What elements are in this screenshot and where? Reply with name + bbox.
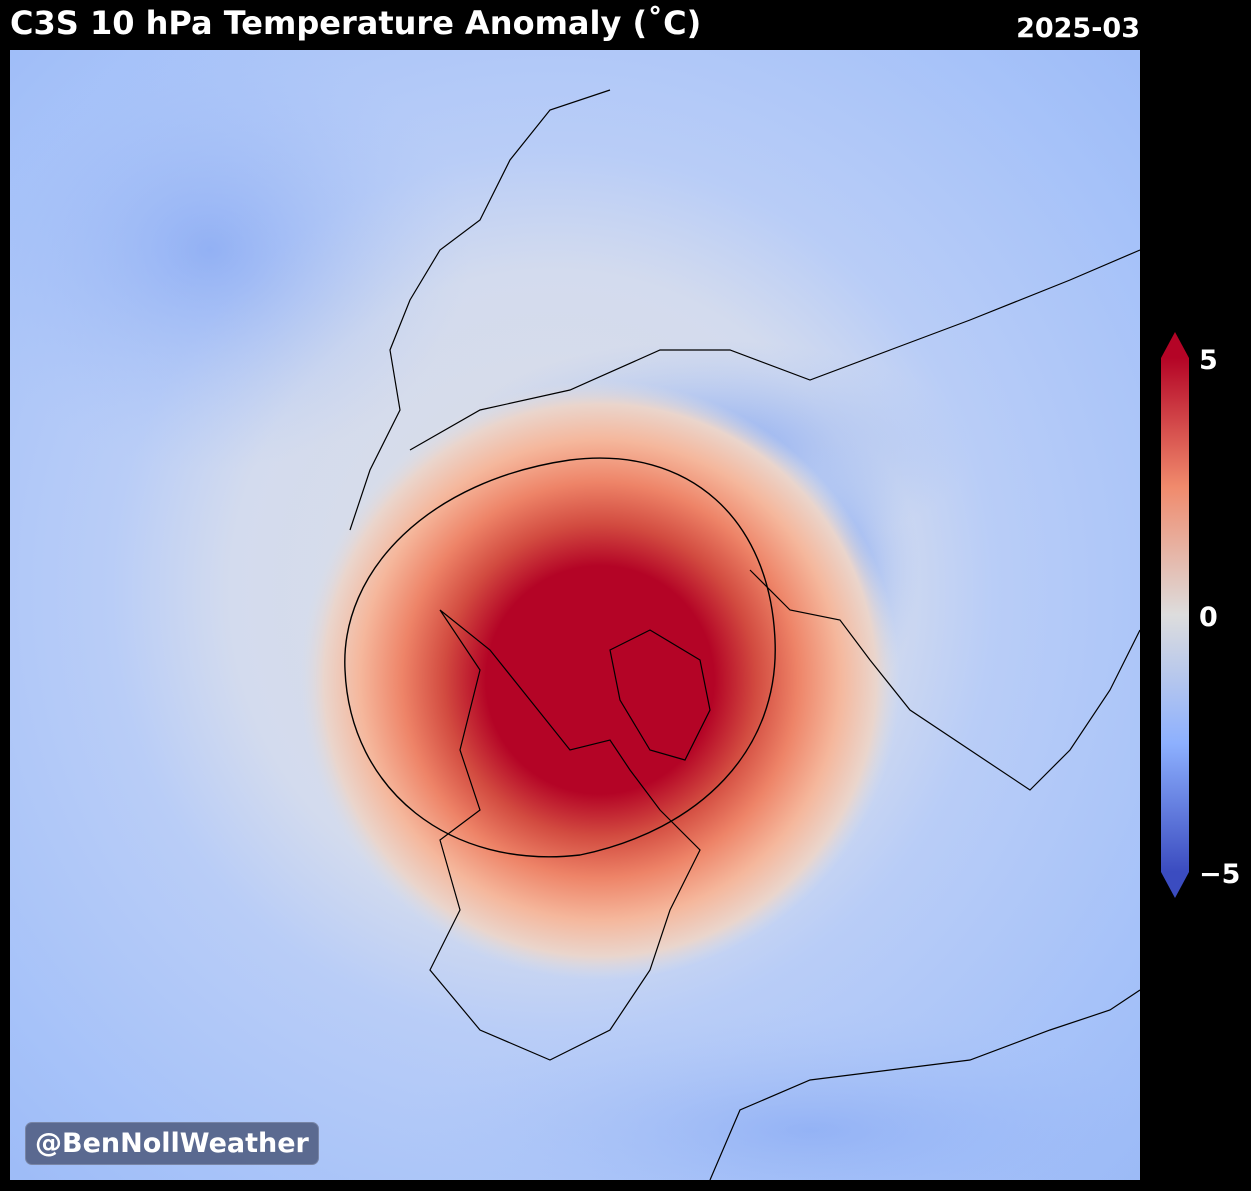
cool-anomaly-pacific: [10, 50, 470, 470]
watermark-label: @BenNollWeather: [25, 1122, 319, 1165]
coastline-east-asia: [349, 89, 611, 531]
colorbar-tick-max: 5: [1199, 345, 1218, 376]
warm-anomaly-core: [300, 380, 900, 980]
coastline-greenland: [609, 629, 711, 761]
coastline-north-america: [429, 609, 701, 1061]
colorbar-min-arrow: [1161, 872, 1189, 898]
colorbar-tick-min: −5: [1199, 859, 1241, 890]
colorbar-max-arrow: [1161, 332, 1189, 358]
colorbar: [1161, 332, 1189, 898]
map-date: 2025-03: [1016, 13, 1140, 44]
anomaly-map: [10, 50, 1140, 1180]
map-title: C3S 10 hPa Temperature Anomaly (˚C): [10, 4, 702, 42]
colorbar-ramp: [1161, 358, 1189, 872]
arctic-circle-line: [344, 457, 776, 858]
colorbar-tick-zero: 0: [1199, 602, 1218, 633]
coastline-eurasia: [409, 249, 1140, 451]
cool-anomaly-south: [390, 1010, 1140, 1180]
coastline-south-america: [709, 989, 1140, 1180]
coastline-europe: [749, 569, 1140, 791]
